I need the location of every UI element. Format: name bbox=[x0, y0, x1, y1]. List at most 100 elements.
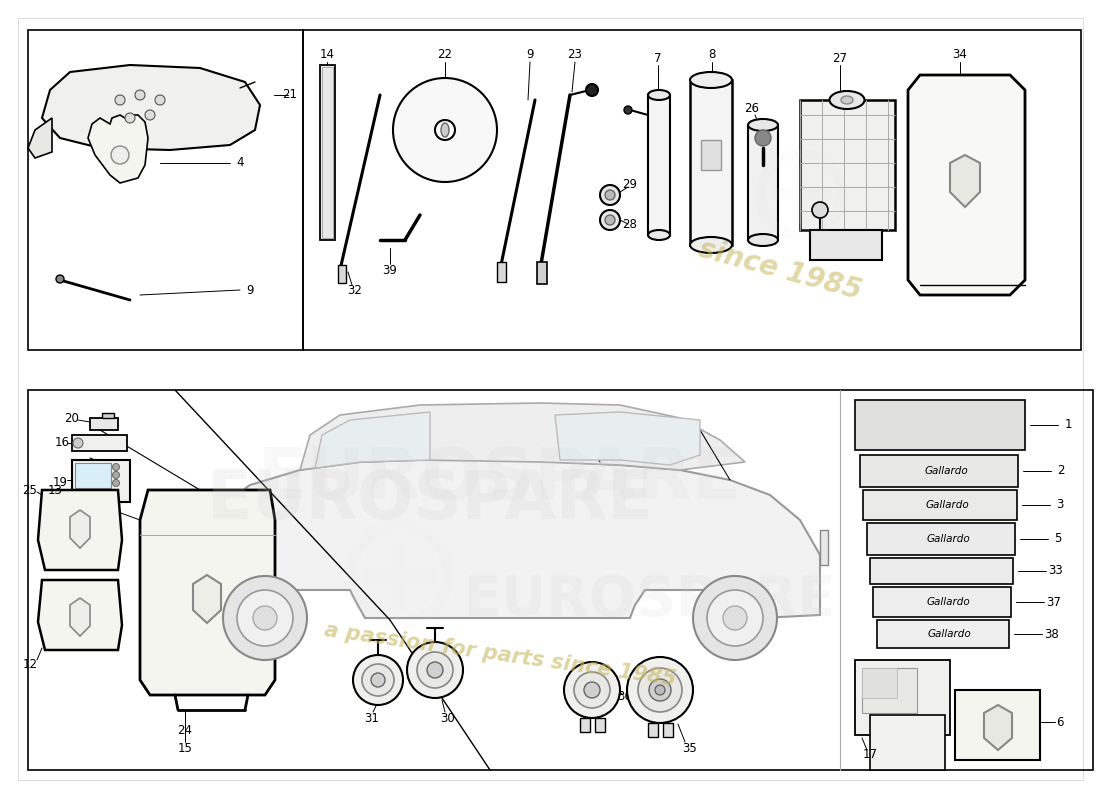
Bar bbox=[90, 418, 118, 430]
Text: 35: 35 bbox=[683, 742, 697, 754]
Text: 22: 22 bbox=[438, 49, 452, 62]
Text: 32: 32 bbox=[348, 283, 362, 297]
Text: Gallardo: Gallardo bbox=[926, 500, 969, 510]
Text: 9: 9 bbox=[526, 49, 534, 62]
Bar bbox=[537, 262, 547, 284]
Circle shape bbox=[362, 664, 394, 696]
Polygon shape bbox=[70, 510, 90, 548]
Circle shape bbox=[600, 185, 620, 205]
Circle shape bbox=[600, 210, 620, 230]
Circle shape bbox=[116, 95, 125, 105]
Polygon shape bbox=[185, 460, 820, 618]
Bar bbox=[595, 718, 605, 732]
Text: 39: 39 bbox=[383, 263, 397, 277]
Polygon shape bbox=[300, 403, 745, 470]
Bar bbox=[320, 65, 336, 240]
Ellipse shape bbox=[648, 230, 670, 240]
Text: 1: 1 bbox=[1065, 418, 1071, 431]
Text: since 1985: since 1985 bbox=[695, 234, 865, 306]
Ellipse shape bbox=[441, 123, 449, 137]
Circle shape bbox=[434, 120, 455, 140]
Polygon shape bbox=[556, 412, 700, 465]
Circle shape bbox=[135, 90, 145, 100]
Text: 13: 13 bbox=[47, 483, 63, 497]
Ellipse shape bbox=[748, 119, 778, 131]
Bar bbox=[873, 587, 1011, 617]
Circle shape bbox=[605, 215, 615, 225]
Circle shape bbox=[125, 113, 135, 123]
Polygon shape bbox=[315, 412, 430, 468]
Bar bbox=[338, 265, 346, 283]
Text: Gallardo: Gallardo bbox=[926, 534, 970, 544]
Bar bbox=[800, 100, 895, 230]
Text: 29: 29 bbox=[623, 178, 638, 191]
Text: 3: 3 bbox=[1056, 498, 1064, 511]
Text: 17: 17 bbox=[862, 749, 878, 762]
Polygon shape bbox=[28, 118, 52, 158]
Bar bbox=[28, 30, 302, 350]
Bar bbox=[648, 95, 670, 235]
Circle shape bbox=[112, 479, 120, 486]
Bar bbox=[648, 723, 658, 737]
Circle shape bbox=[417, 652, 453, 688]
Text: 27: 27 bbox=[833, 51, 847, 65]
Text: 37: 37 bbox=[1046, 595, 1062, 609]
Circle shape bbox=[755, 130, 771, 146]
Ellipse shape bbox=[690, 237, 732, 253]
Text: 30: 30 bbox=[441, 711, 455, 725]
Circle shape bbox=[112, 463, 120, 470]
Polygon shape bbox=[192, 575, 221, 623]
Ellipse shape bbox=[842, 96, 852, 104]
Text: 14: 14 bbox=[319, 49, 334, 62]
Text: 6: 6 bbox=[1056, 715, 1064, 729]
Polygon shape bbox=[39, 580, 122, 650]
Circle shape bbox=[236, 590, 293, 646]
Circle shape bbox=[649, 679, 671, 701]
Text: Gallardo: Gallardo bbox=[927, 597, 971, 607]
Ellipse shape bbox=[829, 91, 865, 109]
Bar bbox=[810, 230, 882, 260]
Text: 12: 12 bbox=[22, 658, 37, 671]
Bar bbox=[955, 690, 1040, 760]
Bar bbox=[72, 435, 126, 451]
Bar bbox=[75, 463, 111, 488]
Polygon shape bbox=[950, 155, 980, 207]
Text: 23: 23 bbox=[568, 49, 582, 62]
Ellipse shape bbox=[648, 90, 670, 100]
Text: EUROSPARE: EUROSPARE bbox=[464, 573, 836, 627]
Bar bbox=[867, 523, 1015, 555]
Circle shape bbox=[427, 662, 443, 678]
Circle shape bbox=[812, 202, 828, 218]
Ellipse shape bbox=[748, 234, 778, 246]
Text: Gallardo: Gallardo bbox=[925, 466, 969, 476]
Bar bbox=[860, 455, 1018, 487]
Bar bbox=[862, 668, 917, 713]
Text: 21: 21 bbox=[283, 89, 297, 102]
Circle shape bbox=[56, 275, 64, 283]
Bar bbox=[302, 30, 1081, 350]
Circle shape bbox=[605, 190, 615, 200]
Bar bbox=[497, 262, 506, 282]
Bar bbox=[102, 413, 114, 418]
Circle shape bbox=[353, 655, 403, 705]
Circle shape bbox=[584, 682, 600, 698]
Bar bbox=[870, 558, 1013, 584]
Bar bbox=[701, 140, 721, 170]
Polygon shape bbox=[88, 115, 148, 183]
Text: 19: 19 bbox=[53, 475, 67, 489]
Bar bbox=[855, 660, 950, 735]
Circle shape bbox=[112, 471, 120, 478]
Text: 33: 33 bbox=[1048, 565, 1064, 578]
Text: 38: 38 bbox=[1045, 627, 1059, 641]
Circle shape bbox=[223, 576, 307, 660]
Polygon shape bbox=[908, 75, 1025, 295]
Circle shape bbox=[393, 78, 497, 182]
Text: EUROSPARE: EUROSPARE bbox=[207, 467, 653, 533]
Polygon shape bbox=[42, 65, 260, 150]
Circle shape bbox=[723, 606, 747, 630]
Bar bbox=[820, 530, 828, 565]
Text: 26: 26 bbox=[745, 102, 759, 114]
Circle shape bbox=[624, 106, 632, 114]
Bar bbox=[72, 460, 130, 502]
Bar bbox=[663, 723, 673, 737]
